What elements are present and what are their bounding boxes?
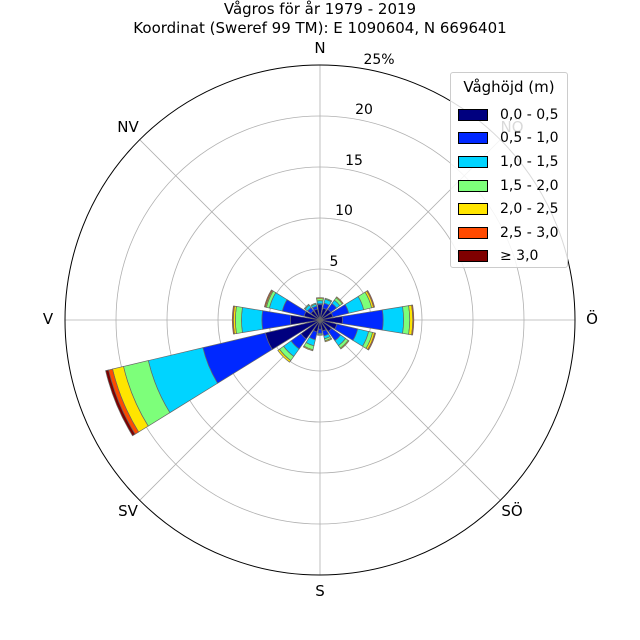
grid-ring (217, 217, 423, 423)
rose-bar-segment (263, 289, 273, 308)
legend-label: ≥ 3,0 (500, 248, 539, 265)
rose-bar-segment (303, 303, 310, 310)
rose-bar-segment (234, 306, 243, 334)
rose-bar-segment (302, 345, 314, 352)
rose-bar-segment (261, 310, 292, 330)
legend-label: 0,5 - 1,0 (500, 130, 559, 147)
legend-swatch (458, 108, 488, 121)
chart-titles: Vågros för år 1979 - 2019 Koordinat (Swe… (0, 0, 640, 38)
legend-item: ≥ 3,0 (451, 245, 567, 269)
chart-subtitle: Koordinat (Sweref 99 TM): E 1090604, N 6… (133, 19, 507, 37)
legend-swatch (458, 203, 488, 216)
polar-frame (64, 64, 576, 576)
rose-bar-segment (317, 333, 323, 336)
legend-item: 1,0 - 1,5 (451, 150, 567, 174)
direction-label-s: S (315, 582, 325, 600)
direction-label-sw: SV (118, 502, 139, 520)
legend-item: 2,0 - 2,5 (451, 197, 567, 221)
legend-item: 2,5 - 3,0 (451, 221, 567, 245)
rose-bar-segment (366, 290, 376, 308)
rose-bar-segment (339, 339, 350, 350)
rose-bar-segment (367, 332, 377, 351)
rose-bar-segment (316, 300, 324, 305)
legend-swatch (458, 132, 488, 145)
rose-bar-segment (241, 307, 264, 333)
ring-label-15: 15 (345, 153, 363, 169)
ring-label-25: 25% (363, 52, 394, 68)
rose-bar-segment (231, 305, 235, 335)
legend-item: 0,5 - 1,0 (451, 127, 567, 151)
rose-bar-segment (310, 302, 317, 307)
rose-bar-segment (382, 306, 404, 334)
legend-label: 2,5 - 3,0 (500, 224, 559, 241)
legend-item: 0,0 - 0,5 (451, 103, 567, 127)
legend-swatch (458, 250, 488, 263)
outer-circle (64, 64, 576, 576)
legend-item: 1,5 - 2,0 (451, 174, 567, 198)
legend-title: Våghöjd (m) (463, 78, 555, 96)
legend-label: 1,5 - 2,0 (500, 177, 559, 194)
rose-bar-segment (324, 297, 333, 303)
rose-bar-segment (316, 297, 324, 300)
ring-label-20: 20 (355, 102, 373, 118)
direction-label-w: V (43, 310, 54, 328)
rose-bar-segment (105, 369, 136, 437)
chart-title: Vågros för år 1979 - 2019 (223, 0, 417, 18)
legend-swatch (458, 155, 488, 168)
rose-bar-segment (324, 337, 333, 343)
legend-label: 2,0 - 2,5 (500, 201, 559, 218)
legend-label: 0,0 - 0,5 (500, 106, 559, 123)
grid-spoke (139, 139, 321, 321)
direction-label-n: N (314, 39, 325, 57)
legend-label: 1,0 - 1,5 (500, 153, 559, 170)
legend-swatch (458, 179, 488, 192)
grid-ring (166, 166, 474, 474)
ring-label-10: 10 (335, 203, 353, 219)
direction-label-e: Ö (586, 309, 598, 328)
rose-bar-segment (335, 296, 344, 305)
direction-label-nw: NV (117, 118, 139, 136)
direction-label-se: SÖ (501, 501, 522, 520)
legend-swatch (458, 226, 488, 239)
rose-bar-segment (317, 328, 323, 334)
rose-bar-segment (277, 348, 292, 363)
grid-ring (115, 115, 525, 525)
grid-spoke (319, 319, 501, 501)
rose-bar-segment (411, 304, 415, 336)
rose-bar-segment (402, 305, 411, 335)
ring-label-5: 5 (330, 254, 339, 270)
legend: Våghöjd (m) 0,0 - 0,5 0,5 - 1,0 1,0 - 1,… (450, 72, 568, 268)
rose-bars (105, 289, 415, 437)
